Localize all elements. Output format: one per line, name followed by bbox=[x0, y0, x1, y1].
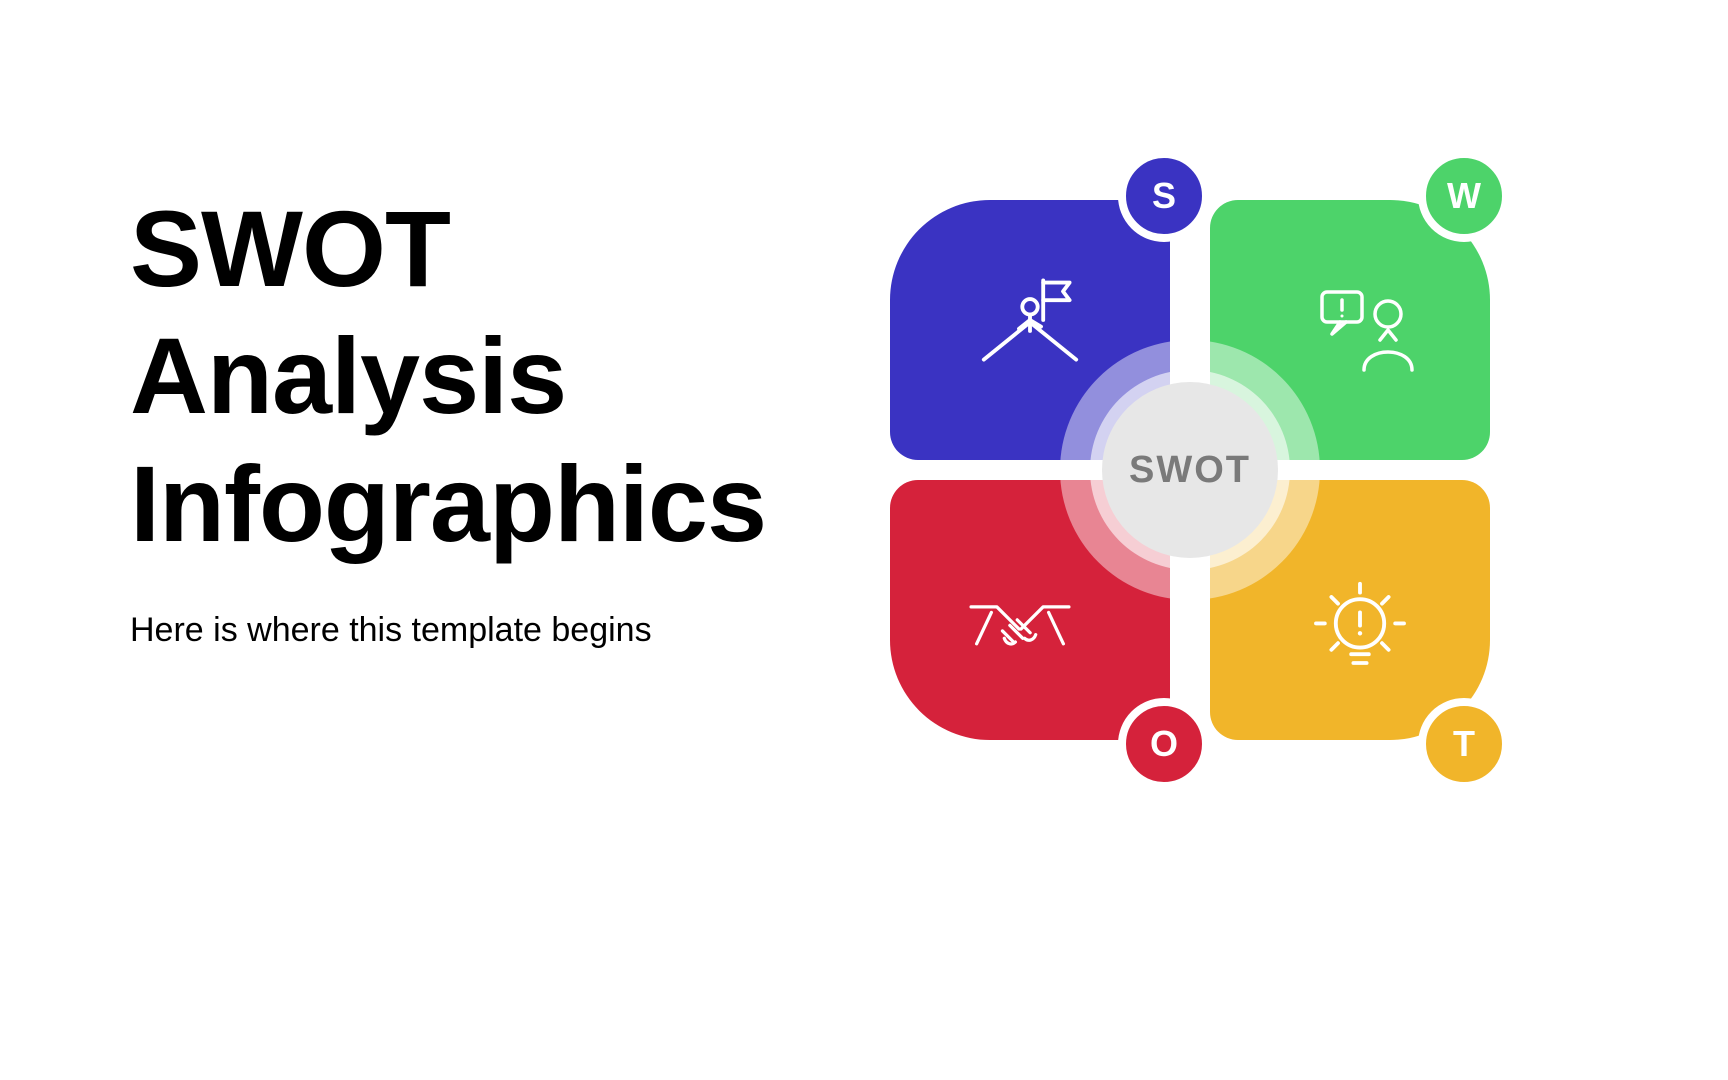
person-speech-icon bbox=[1310, 270, 1430, 390]
lightbulb-alert-icon bbox=[1300, 570, 1420, 690]
center-badge: SWOT bbox=[1102, 382, 1278, 558]
letter-badge-w: W bbox=[1418, 150, 1510, 242]
flag-summit-icon bbox=[970, 260, 1090, 380]
letter-badge-s: S bbox=[1118, 150, 1210, 242]
handshake-icon bbox=[960, 570, 1080, 690]
center-label: SWOT bbox=[1129, 449, 1251, 492]
slide: SWOT Analysis Infographics Here is where… bbox=[0, 0, 1728, 1080]
slide-title: SWOT Analysis Infographics bbox=[130, 185, 850, 567]
letter-badge-t: T bbox=[1418, 698, 1510, 790]
letter-badge-o: O bbox=[1118, 698, 1210, 790]
swot-diagram: SWOT S W O T bbox=[880, 160, 1500, 780]
headline-block: SWOT Analysis Infographics Here is where… bbox=[130, 185, 850, 650]
slide-subtitle: Here is where this template begins bbox=[130, 611, 850, 650]
